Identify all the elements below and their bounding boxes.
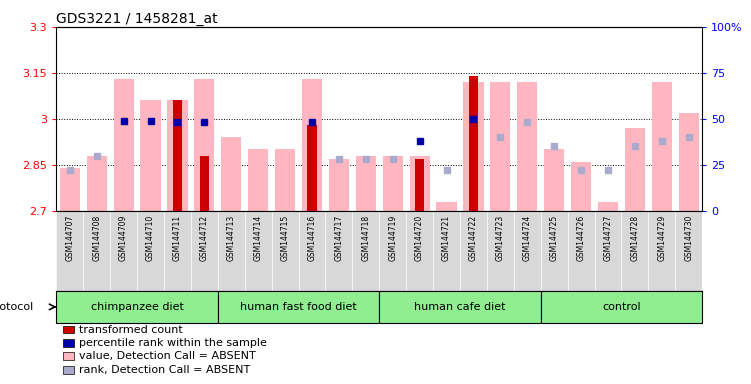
Bar — [59, 168, 80, 211]
Bar — [195, 79, 215, 211]
Text: GDS3221 / 1458281_at: GDS3221 / 1458281_at — [56, 12, 218, 26]
Bar — [167, 100, 188, 211]
Bar — [140, 100, 161, 211]
Bar — [382, 156, 403, 211]
Bar — [469, 76, 478, 211]
Text: GSM144730: GSM144730 — [684, 215, 693, 261]
Text: GSM144719: GSM144719 — [388, 215, 397, 261]
Text: GSM144729: GSM144729 — [657, 215, 666, 261]
Text: human fast food diet: human fast food diet — [240, 302, 357, 312]
Bar — [625, 128, 645, 211]
Text: GSM144728: GSM144728 — [630, 215, 639, 261]
Text: GSM144708: GSM144708 — [92, 215, 101, 261]
Bar — [275, 149, 295, 211]
Text: GSM144722: GSM144722 — [469, 215, 478, 261]
Bar — [436, 202, 457, 211]
Text: transformed count: transformed count — [79, 324, 182, 334]
Bar — [56, 291, 218, 323]
Text: GSM144715: GSM144715 — [281, 215, 290, 261]
Text: GSM144713: GSM144713 — [227, 215, 236, 261]
Text: GSM144712: GSM144712 — [200, 215, 209, 261]
Bar — [307, 125, 317, 211]
Bar — [302, 79, 322, 211]
Text: chimpanzee diet: chimpanzee diet — [91, 302, 183, 312]
Text: GSM144723: GSM144723 — [496, 215, 505, 261]
Text: control: control — [602, 302, 641, 312]
Text: GSM144718: GSM144718 — [361, 215, 370, 261]
Bar — [221, 137, 241, 211]
Bar — [63, 366, 74, 374]
Text: GSM144725: GSM144725 — [550, 215, 559, 261]
Text: GSM144726: GSM144726 — [577, 215, 586, 261]
Text: GSM144727: GSM144727 — [604, 215, 613, 261]
Text: GSM144707: GSM144707 — [65, 215, 74, 261]
Bar — [173, 100, 182, 211]
Bar — [598, 202, 618, 211]
Text: GSM144714: GSM144714 — [254, 215, 263, 261]
Bar — [248, 149, 268, 211]
Text: GSM144720: GSM144720 — [415, 215, 424, 261]
Bar — [63, 352, 74, 360]
Bar — [86, 156, 107, 211]
Bar — [415, 159, 424, 211]
Bar — [63, 326, 74, 333]
Text: GSM144717: GSM144717 — [334, 215, 343, 261]
Bar — [113, 79, 134, 211]
Bar — [541, 291, 702, 323]
Text: value, Detection Call = ABSENT: value, Detection Call = ABSENT — [79, 351, 255, 361]
Bar — [63, 339, 74, 346]
Bar — [490, 82, 511, 211]
Bar — [200, 156, 209, 211]
Text: percentile rank within the sample: percentile rank within the sample — [79, 338, 267, 348]
Bar — [571, 162, 591, 211]
Bar — [463, 82, 484, 211]
Text: GSM144711: GSM144711 — [173, 215, 182, 261]
Text: protocol: protocol — [0, 302, 34, 312]
Bar — [379, 291, 541, 323]
Bar — [409, 156, 430, 211]
Bar — [544, 149, 564, 211]
Bar — [329, 159, 349, 211]
Text: GSM144721: GSM144721 — [442, 215, 451, 261]
Bar — [356, 156, 376, 211]
Text: GSM144710: GSM144710 — [146, 215, 155, 261]
Text: rank, Detection Call = ABSENT: rank, Detection Call = ABSENT — [79, 365, 250, 375]
Text: GSM144716: GSM144716 — [307, 215, 316, 261]
Bar — [679, 113, 699, 211]
Bar — [652, 82, 672, 211]
Text: GSM144724: GSM144724 — [523, 215, 532, 261]
Bar — [517, 82, 538, 211]
Bar — [218, 291, 379, 323]
Text: GSM144709: GSM144709 — [119, 215, 128, 261]
Text: human cafe diet: human cafe diet — [415, 302, 505, 312]
